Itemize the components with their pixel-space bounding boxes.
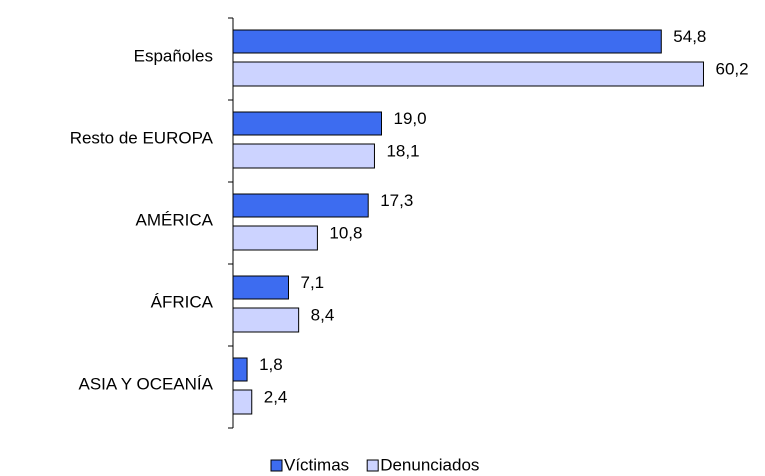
bar xyxy=(232,29,662,54)
data-label: 7,1 xyxy=(300,273,324,292)
bar xyxy=(232,111,382,136)
legend-swatch xyxy=(270,459,283,472)
data-label: 19,0 xyxy=(393,109,426,128)
data-label: 60,2 xyxy=(715,59,748,78)
data-label: 10,8 xyxy=(329,223,362,242)
data-label: 18,1 xyxy=(386,141,419,160)
data-label: 1,8 xyxy=(259,355,283,374)
legend-label: Víctimas xyxy=(284,455,349,474)
category-label: Españoles xyxy=(134,46,213,65)
data-label: 2,4 xyxy=(264,387,288,406)
bar xyxy=(232,193,369,218)
bar xyxy=(232,357,248,382)
data-label: 8,4 xyxy=(311,305,335,324)
bar xyxy=(232,275,289,300)
data-label: 17,3 xyxy=(380,191,413,210)
category-label: Resto de EUROPA xyxy=(70,128,214,147)
data-label: 54,8 xyxy=(673,27,706,46)
category-label: AMÉRICA xyxy=(136,210,214,229)
bar xyxy=(232,389,253,415)
bar xyxy=(232,61,704,87)
category-label: ÁFRICA xyxy=(151,292,214,311)
bar xyxy=(232,143,375,169)
legend-swatch xyxy=(366,459,379,472)
bar xyxy=(232,307,300,333)
category-label: ASIA Y OCEANÍA xyxy=(79,374,214,393)
bar xyxy=(232,225,318,251)
legend-label: Denunciados xyxy=(380,455,479,474)
